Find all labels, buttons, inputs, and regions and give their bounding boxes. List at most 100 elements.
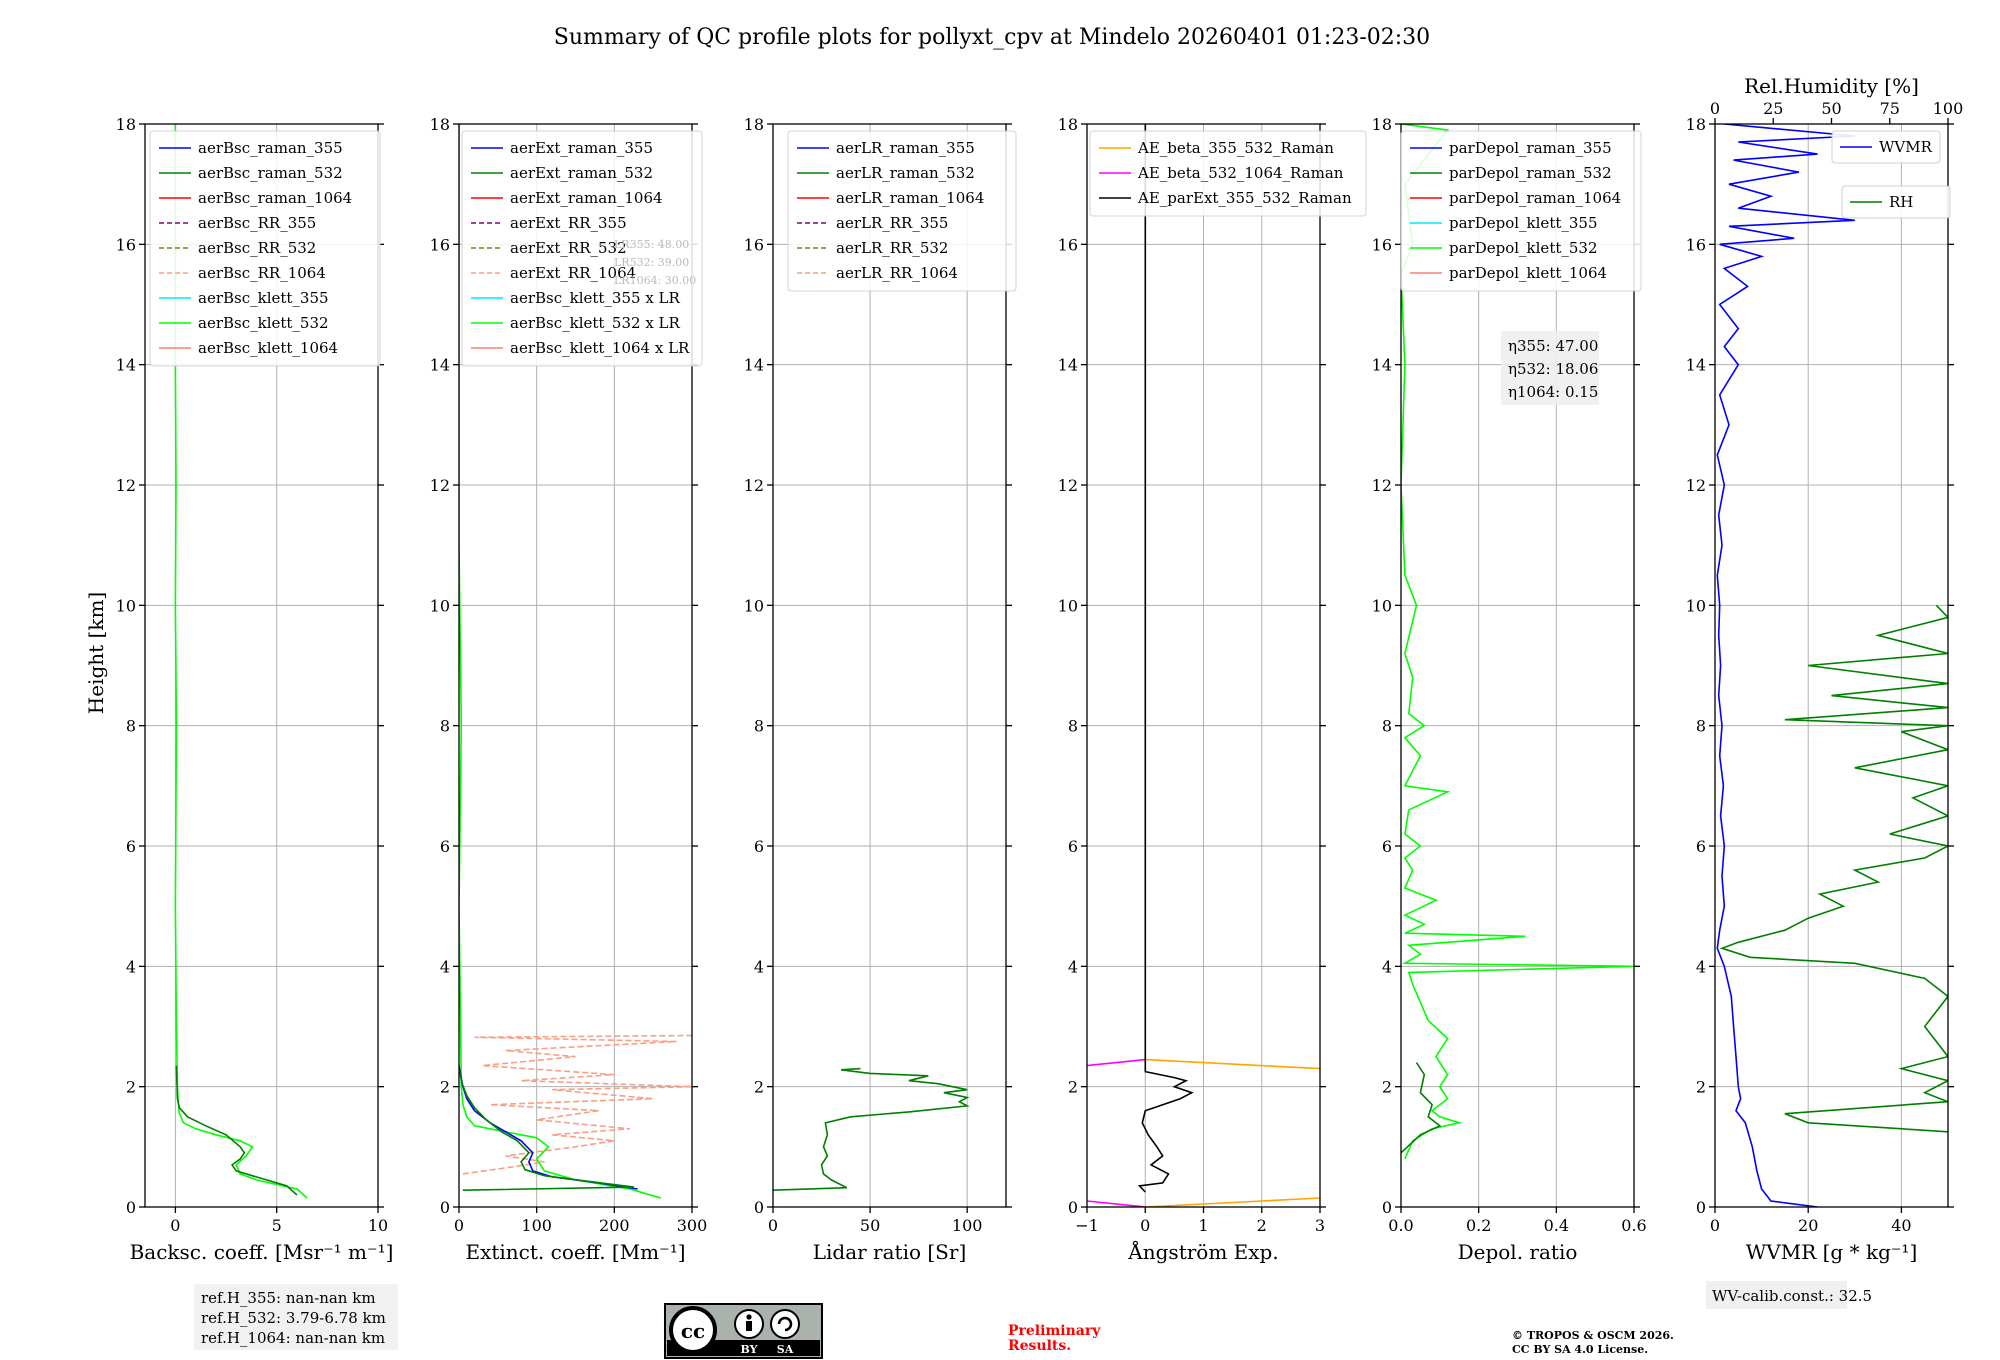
y-tick-label: 0 [440,1198,450,1217]
cc-icon: cc [681,1319,705,1343]
y-tick-label: 16 [1686,235,1706,254]
top-x-axis-label: Rel.Humidity [%] [1744,74,1919,98]
legend-label: AE_beta_355_532_Raman [1137,139,1334,157]
x-tick-label: 40 [1891,1216,1911,1235]
annotation-text: LR355: 48.00 [614,238,689,251]
y-tick-label: 16 [1372,235,1392,254]
legend-label: AE_beta_532_1064_Raman [1137,164,1344,182]
y-tick-label: 4 [1068,957,1078,976]
x-tick-label: 1 [1198,1216,1208,1235]
legend-label: aerBsc_RR_532 [198,239,316,257]
series-line-aerext-raman-532 [459,1068,634,1191]
axes-frame [1714,123,1949,1208]
legend-frame [1841,185,1951,219]
annotation-text: η355: 47.00 [1508,337,1598,355]
axes-frame [772,123,1007,1208]
series-group [1716,124,1948,1207]
legend-label: aerBsc_raman_355 [198,139,343,157]
y-tick-label: 10 [116,596,136,615]
x-tick-label: 200 [599,1216,630,1235]
top-x-tick-label: 100 [1933,99,1964,118]
legend-label: aerBsc_klett_355 x LR [510,289,681,307]
y-tick-label: 18 [744,115,764,134]
y-tick-label: 12 [430,476,450,495]
series-line-ae-beta-532-1064-raman-upper [1087,1058,1146,1067]
figure-title: Summary of QC profile plots for pollyxt_… [554,25,1430,50]
series-group [773,1067,970,1191]
y-tick-label: 10 [744,596,764,615]
legend-label: parDepol_klett_532 [1449,239,1598,257]
y-tick-label: 14 [1372,356,1392,375]
series-line-aerlr-raman-532 [773,1067,970,1191]
legend-label: parDepol_klett_355 [1449,214,1598,232]
y-tick-label: 4 [1382,957,1392,976]
x-tick-label: 50 [860,1216,880,1235]
legend-frame [787,130,1017,292]
legend-label: aerLR_RR_532 [836,239,948,257]
ref-height-355: ref.H_355: nan-nan km [201,1289,376,1307]
y-tick-label: 8 [1382,717,1392,736]
annotation-frame [1706,1281,1847,1309]
panel-ext: 0 2 4 6 8 10 12 14 16 18 0 100 200 300 Extinct. coeff.… [430,115,708,1264]
legend-bsc: aerBsc_raman_355 aerBsc_raman_532 aerBsc_r… [149,130,381,367]
y-tick-label: 2 [126,1078,136,1097]
y-tick-label: 14 [744,356,764,375]
y-tick-label: 4 [754,957,764,976]
y-tick-label: 12 [1372,476,1392,495]
y-tick-label: 0 [126,1198,136,1217]
x-tick-label: 3 [1315,1216,1325,1235]
series-line-aerbsc-klett-532-x-lr [459,124,662,1199]
y-tick-label: 8 [440,717,450,736]
lidar-ratio-note: LR355: 48.00 LR532: 39.00 LR1064: 30.00 [614,238,696,287]
x-axis-label: WVMR [g * kg⁻¹] [1746,1240,1918,1264]
y-tick-label: 18 [116,115,136,134]
legend-label: parDepol_raman_532 [1449,164,1612,182]
y-tick-label: 12 [1686,476,1706,495]
annotation-text: η532: 18.06 [1508,360,1598,378]
y-tick-label: 8 [126,717,136,736]
preliminary-notice: Preliminary Results. [1008,1323,1101,1354]
legend-frame [1089,130,1367,217]
annotation-frame [1501,331,1599,405]
depol-eta-box: η355: 47.00 η532: 18.06 η1064: 0.15 [1501,331,1599,405]
legend-label: aerLR_raman_1064 [836,189,984,207]
y-tick-label: 2 [1068,1078,1078,1097]
legend-label: parDepol_klett_1064 [1449,264,1607,282]
x-tick-label: 0 [170,1216,180,1235]
x-axis-label: Backsc. coeff. [Msr⁻¹ m⁻¹] [130,1240,394,1264]
preliminary-line-1: Preliminary [1008,1323,1101,1339]
legend-label: aerBsc_klett_532 x LR [510,314,681,332]
x-tick-label: −1 [1075,1216,1099,1235]
series-group [1401,124,1634,1160]
wv-calib-box: WV-calib.const.: 32.5 [1706,1281,1872,1309]
copyright-line-1: © TROPOS & OSCM 2026. [1512,1329,1674,1342]
reference-height-box: ref.H_355: nan-nan km ref.H_532: 3.79-6.… [194,1284,398,1350]
axes-frame [144,123,379,1208]
x-tick-label: 0.2 [1466,1216,1491,1235]
legend-frame [461,130,703,367]
y-tick-label: 2 [1696,1078,1706,1097]
legend-frame [149,130,381,367]
legend-label: aerExt_RR_532 [510,239,627,257]
x-tick-label: 100 [521,1216,552,1235]
y-tick-label: 8 [1068,717,1078,736]
y-tick-label: 0 [1068,1198,1078,1217]
y-tick-label: 14 [1058,356,1078,375]
y-tick-label: 8 [754,717,764,736]
series-line-pardepol-klett-532 [1401,124,1634,1160]
y-tick-label: 6 [440,837,450,856]
series-line-aerbsc-raman-532 [175,1065,298,1196]
legend-label: aerExt_RR_355 [510,214,627,232]
legend-label: aerBsc_RR_355 [198,214,316,232]
y-tick-label: 10 [430,596,450,615]
y-tick-label: 0 [1696,1198,1706,1217]
series-group [174,124,308,1199]
copyright-line-2: CC BY SA 4.0 License. [1512,1343,1648,1356]
series-group [459,124,692,1199]
legend-label: aerLR_raman_355 [836,139,975,157]
series-line-aerext-rr-1064 [462,1034,692,1175]
series-line-rh [1719,604,1948,1133]
series-line-ae-parext-355-532-raman [1137,124,1194,1193]
